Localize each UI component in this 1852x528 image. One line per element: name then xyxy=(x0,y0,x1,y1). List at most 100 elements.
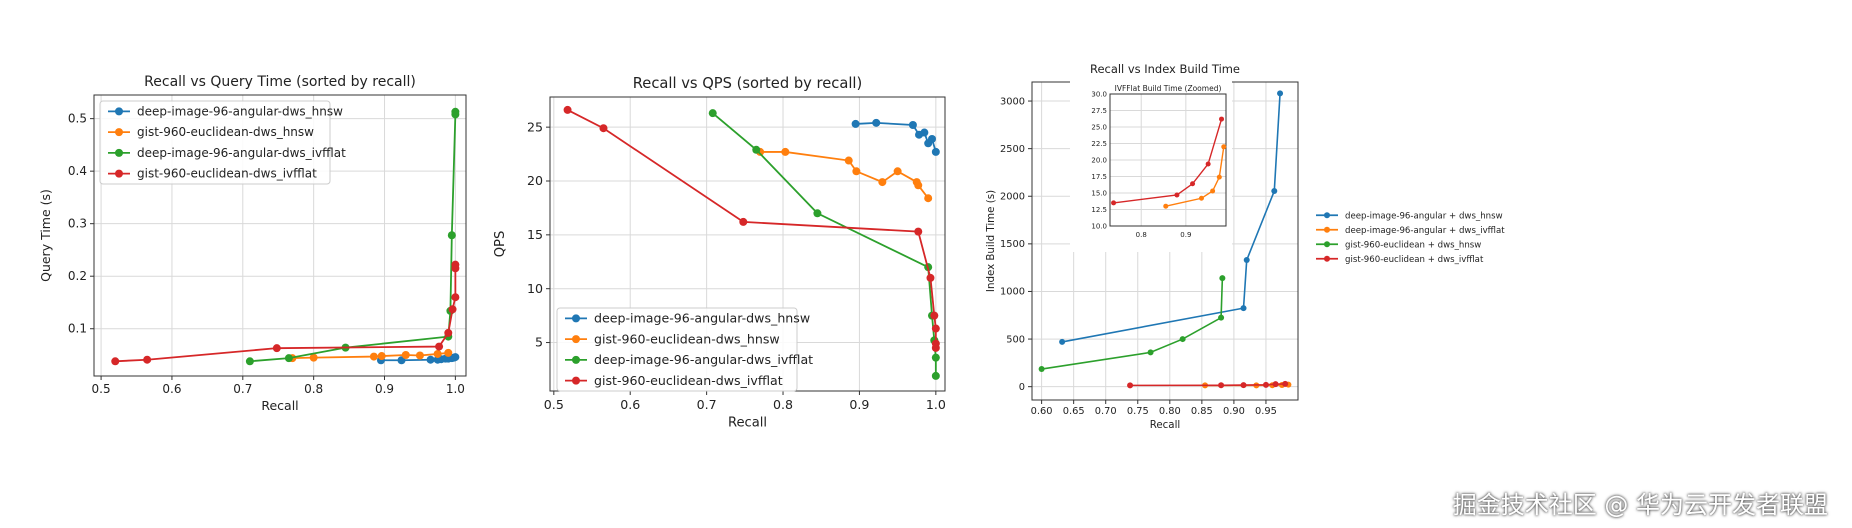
x-tick-label: 0.9 xyxy=(849,397,869,412)
x-tick-label: 1.0 xyxy=(446,382,465,396)
data-point xyxy=(1272,381,1279,388)
series-line-4 xyxy=(115,264,457,363)
data-point xyxy=(908,121,917,129)
data-point xyxy=(444,348,453,357)
x-tick-label: 0.8 xyxy=(773,397,793,412)
y-tick-label: 0.2 xyxy=(68,269,87,283)
series-line-2 xyxy=(760,151,929,199)
data-point xyxy=(451,260,460,269)
legend-label: gist-960-euclidean-dws_hnsw xyxy=(137,125,314,139)
inset-y-tick-label: 27.5 xyxy=(1091,107,1107,115)
chart-panel-3: 0.60 0.65 0.70 0.75 0.80 0.85 0.90 0.95 0 500 1000… xyxy=(985,62,1505,431)
data-point xyxy=(599,124,608,133)
data-point xyxy=(914,227,923,236)
x-tick-label: 0.65 xyxy=(1063,406,1085,417)
chart-title: Recall vs Index Build Time xyxy=(1090,62,1240,76)
legend-label: deep-image-96-angular + dws_hnsw xyxy=(1345,212,1503,222)
data-point xyxy=(1282,380,1289,387)
data-point xyxy=(813,209,822,218)
legend-label: deep-image-96-angular-dws_hnsw xyxy=(594,311,810,326)
data-point xyxy=(931,343,940,352)
chart-title: Recall vs QPS (sorted by recall) xyxy=(633,75,863,92)
data-point xyxy=(924,194,933,203)
data-point xyxy=(369,352,378,361)
data-point xyxy=(1240,305,1247,312)
inset-y-tick-label: 22.5 xyxy=(1091,140,1107,148)
inset-y-tick-label: 17.5 xyxy=(1091,173,1107,181)
data-point xyxy=(448,305,457,314)
legend-label: deep-image-96-angular-dws_hnsw xyxy=(137,104,343,118)
legend-marker xyxy=(115,148,123,157)
legend-label: gist-960-euclidean-dws_ivfflat xyxy=(137,167,317,181)
data-point xyxy=(1219,275,1226,282)
inset-y-tick-label: 25.0 xyxy=(1091,124,1107,132)
data-point xyxy=(377,352,386,361)
data-point xyxy=(931,324,940,333)
data-point xyxy=(1277,90,1284,97)
data-point xyxy=(1218,382,1225,389)
inset-data-point xyxy=(1190,181,1196,187)
y-tick-label: 1500 xyxy=(1000,239,1025,250)
data-point xyxy=(1179,336,1186,343)
inset-title: IVFFlat Build Time (Zoomed) xyxy=(1115,84,1222,93)
inset-x-tick-label: 0.9 xyxy=(1180,231,1191,239)
data-point xyxy=(1240,382,1247,389)
data-point xyxy=(451,107,460,116)
inset-data-point xyxy=(1216,174,1222,180)
x-axis-label: Recall xyxy=(1150,419,1181,431)
x-tick-label: 0.60 xyxy=(1031,406,1053,417)
inset-y-tick-label: 30.0 xyxy=(1091,91,1107,99)
x-tick-label: 0.70 xyxy=(1095,406,1117,417)
y-tick-label: 25 xyxy=(527,119,543,134)
y-axis-label: Index Build Time (s) xyxy=(985,190,997,292)
x-axis-label: Recall xyxy=(728,416,767,431)
data-point xyxy=(930,311,939,320)
legend-marker xyxy=(572,355,580,364)
x-axis-label: Recall xyxy=(261,398,298,413)
data-point xyxy=(272,344,281,353)
inset-data-point xyxy=(1210,188,1216,194)
legend-box xyxy=(99,100,331,185)
legend-marker xyxy=(572,335,580,344)
x-tick-label: 0.5 xyxy=(544,397,564,412)
y-tick-label: 5 xyxy=(535,335,543,350)
data-point xyxy=(926,273,935,282)
x-tick-label: 0.85 xyxy=(1191,406,1213,417)
y-tick-label: 0.3 xyxy=(68,217,87,231)
x-tick-label: 0.6 xyxy=(162,382,181,396)
x-tick-label: 0.9 xyxy=(375,382,394,396)
data-point xyxy=(451,293,460,302)
legend-label: gist-960-euclidean-dws_hnsw xyxy=(594,331,780,346)
y-axis-label: QPS xyxy=(493,231,508,258)
data-point xyxy=(426,355,435,364)
inset-chart: 0.8 0.9 10.0 12.5 15.0 17.5 20.0 22.5 25.0 27.5 30… xyxy=(1070,80,1232,252)
legend-marker xyxy=(1324,241,1330,248)
x-tick-label: 0.7 xyxy=(233,382,252,396)
inset-frame xyxy=(1109,93,1227,227)
y-tick-label: 15 xyxy=(527,227,543,242)
inset-data-point xyxy=(1198,195,1204,201)
x-tick-label: 0.95 xyxy=(1255,406,1277,417)
x-tick-label: 0.5 xyxy=(92,382,111,396)
legend-marker xyxy=(572,314,580,323)
inset-x-tick-label: 0.8 xyxy=(1136,231,1147,239)
y-axis-label: Query Time (s) xyxy=(38,189,53,282)
inset-y-tick-label: 15.0 xyxy=(1091,190,1107,198)
y-tick-label: 0 xyxy=(1019,382,1025,393)
y-tick-label: 2500 xyxy=(1000,144,1025,155)
plot-frame xyxy=(93,94,467,377)
inset-data-point xyxy=(1174,192,1180,198)
data-point xyxy=(893,167,902,176)
data-point xyxy=(111,357,120,366)
data-point xyxy=(739,217,748,226)
data-point xyxy=(1218,314,1225,321)
data-point xyxy=(245,357,254,366)
x-tick-label: 0.90 xyxy=(1223,406,1245,417)
data-point xyxy=(851,119,860,128)
inset-data-point xyxy=(1205,161,1211,167)
data-point xyxy=(1127,382,1134,389)
data-point xyxy=(872,118,881,127)
chart-panel-1: 0.5 0.6 0.7 0.8 0.9 1.0 0.1 0.2 0.3 0.4 0.5 Recall … xyxy=(38,74,467,413)
y-tick-label: 20 xyxy=(527,173,543,188)
data-point xyxy=(752,145,761,154)
